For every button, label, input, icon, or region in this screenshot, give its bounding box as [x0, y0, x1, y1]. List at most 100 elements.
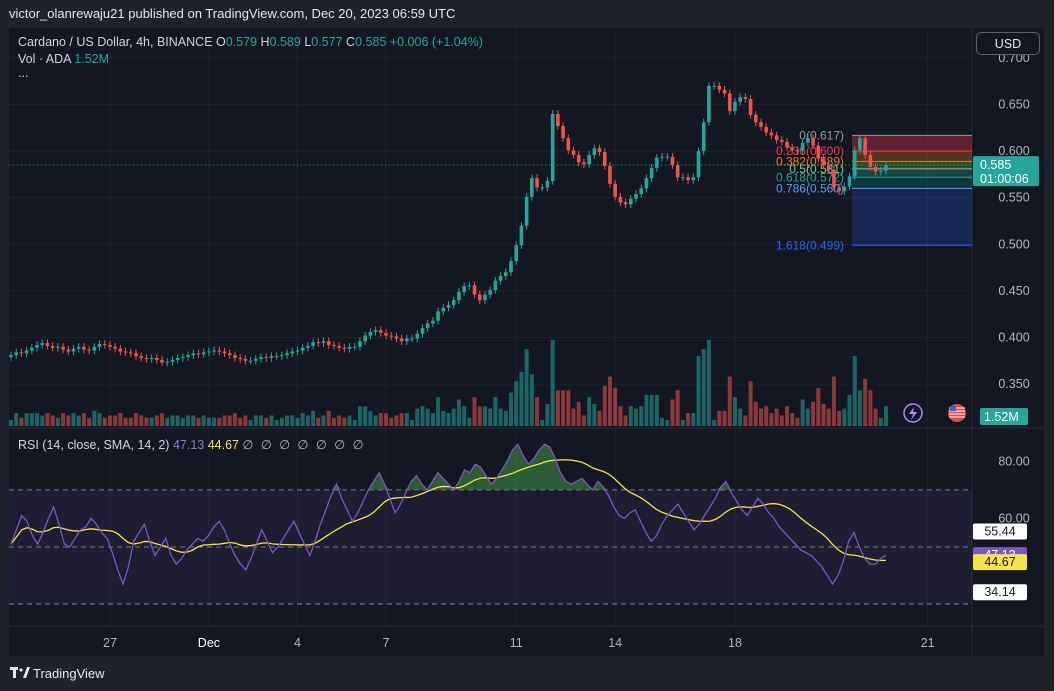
volume-bar — [160, 413, 165, 426]
candle-body — [587, 154, 591, 165]
fib-zone-band — [852, 168, 972, 178]
candle-body — [738, 97, 742, 102]
rsi-axis-tick: 60.00 — [998, 511, 1029, 525]
candle-body — [774, 135, 779, 140]
candle-body — [76, 346, 81, 349]
candle-body — [686, 177, 690, 181]
volume-bar — [488, 408, 493, 426]
candle-body — [253, 358, 258, 361]
volume-bar — [394, 415, 399, 426]
rsi-scale-label-bg — [973, 523, 1027, 540]
volume-bar — [123, 417, 128, 426]
candle-body — [691, 177, 696, 181]
candle-body — [550, 113, 555, 181]
volume-bar — [795, 417, 800, 426]
volume-bar — [29, 413, 34, 426]
price-axis-tick: 0.500 — [998, 237, 1029, 251]
time-axis-tick: 4 — [294, 636, 301, 650]
volume-label[interactable]: Vol · ADA — [18, 52, 71, 66]
candle-body — [342, 347, 347, 349]
volume-bar — [467, 417, 472, 426]
volume-bar — [128, 417, 133, 426]
volume-bar — [217, 417, 222, 426]
volume-bar — [811, 401, 816, 426]
candle-body — [358, 341, 362, 347]
candle-body — [259, 357, 263, 359]
candle-body — [280, 355, 284, 357]
candle-body — [410, 338, 414, 340]
rsi-title[interactable]: RSI (14, close, SMA, 14, 2) — [18, 438, 170, 452]
candle-body — [118, 348, 123, 352]
volume-bar — [206, 417, 211, 426]
volume-bar — [644, 394, 649, 426]
volume-bar — [55, 417, 60, 426]
chart-svg[interactable]: 0(0.617)0.236(0.600)0.382(0.589)0.5(0.58… — [9, 28, 1044, 656]
candle-body — [634, 194, 638, 199]
tradingview-brand[interactable]: TradingView — [10, 666, 105, 682]
volume-bar — [462, 406, 467, 426]
volume-bar — [279, 417, 284, 426]
candle-body — [56, 346, 60, 348]
candle-body — [165, 361, 170, 363]
candle-body — [97, 344, 102, 347]
volume-bar — [743, 415, 748, 426]
candle-body — [290, 351, 295, 354]
volume-bar — [779, 415, 784, 426]
candle-body — [113, 346, 117, 349]
flag-canton — [950, 406, 956, 411]
chart-area[interactable]: 0(0.617) 0.236(0.600) 0.382(0.589) 0.5(0.58… — [9, 28, 1044, 656]
volume-bar — [331, 417, 336, 426]
volume-value: 1.52M — [74, 52, 110, 66]
candle-body — [321, 341, 326, 344]
price-axis-tick: 0.400 — [998, 330, 1029, 344]
volume-bar — [712, 420, 717, 426]
volume-bar — [149, 417, 154, 426]
more-indicators-toggle[interactable]: ... — [18, 66, 29, 80]
volume-bar — [243, 415, 248, 426]
volume-bar — [566, 390, 571, 426]
candle-body — [597, 148, 602, 153]
candle-body — [457, 291, 461, 301]
volume-bar — [404, 413, 409, 426]
volume-bar — [180, 417, 185, 426]
volume-bar — [441, 410, 446, 426]
candle-body — [40, 343, 45, 345]
volume-bar — [316, 417, 321, 426]
candle-body — [431, 320, 435, 324]
open-value: 0.579 — [225, 35, 258, 49]
rsi-overbought-fill — [715, 481, 732, 490]
volume-bar — [498, 408, 503, 426]
volume-bar — [87, 417, 92, 426]
candle-body — [71, 348, 76, 352]
time-axis-tick: 14 — [608, 636, 622, 650]
volume-bar — [264, 417, 269, 426]
volume-bar — [535, 397, 540, 426]
volume-bar — [665, 420, 670, 426]
candle-body — [295, 350, 300, 352]
change-value: +0.006 (+1.04%) — [389, 35, 483, 49]
candle-body — [441, 307, 446, 312]
volume-bar — [722, 410, 727, 426]
currency-button[interactable]: USD — [976, 32, 1040, 55]
volume-bar — [389, 417, 394, 426]
low-label: L — [304, 35, 312, 49]
candle-body — [696, 151, 701, 178]
candle-body — [712, 85, 716, 87]
candle-body — [155, 357, 159, 360]
volume-bar — [706, 340, 711, 426]
volume-bar — [107, 415, 112, 426]
candle-body — [524, 196, 529, 226]
volume-bar — [9, 420, 13, 426]
volume-bar — [342, 417, 347, 426]
candle-body — [582, 162, 586, 165]
rsi-scale-label-bg — [973, 584, 1027, 601]
volume-bar — [623, 415, 628, 426]
fib-zone-band — [852, 135, 972, 152]
volume-bar — [805, 408, 810, 426]
volume-bar — [868, 390, 873, 426]
candle-body — [675, 165, 680, 178]
candle-body — [222, 351, 227, 354]
candle-body — [847, 176, 852, 187]
symbol-title[interactable]: Cardano / US Dollar, 4h, BINANCE — [18, 35, 213, 49]
volume-bar — [857, 390, 862, 426]
